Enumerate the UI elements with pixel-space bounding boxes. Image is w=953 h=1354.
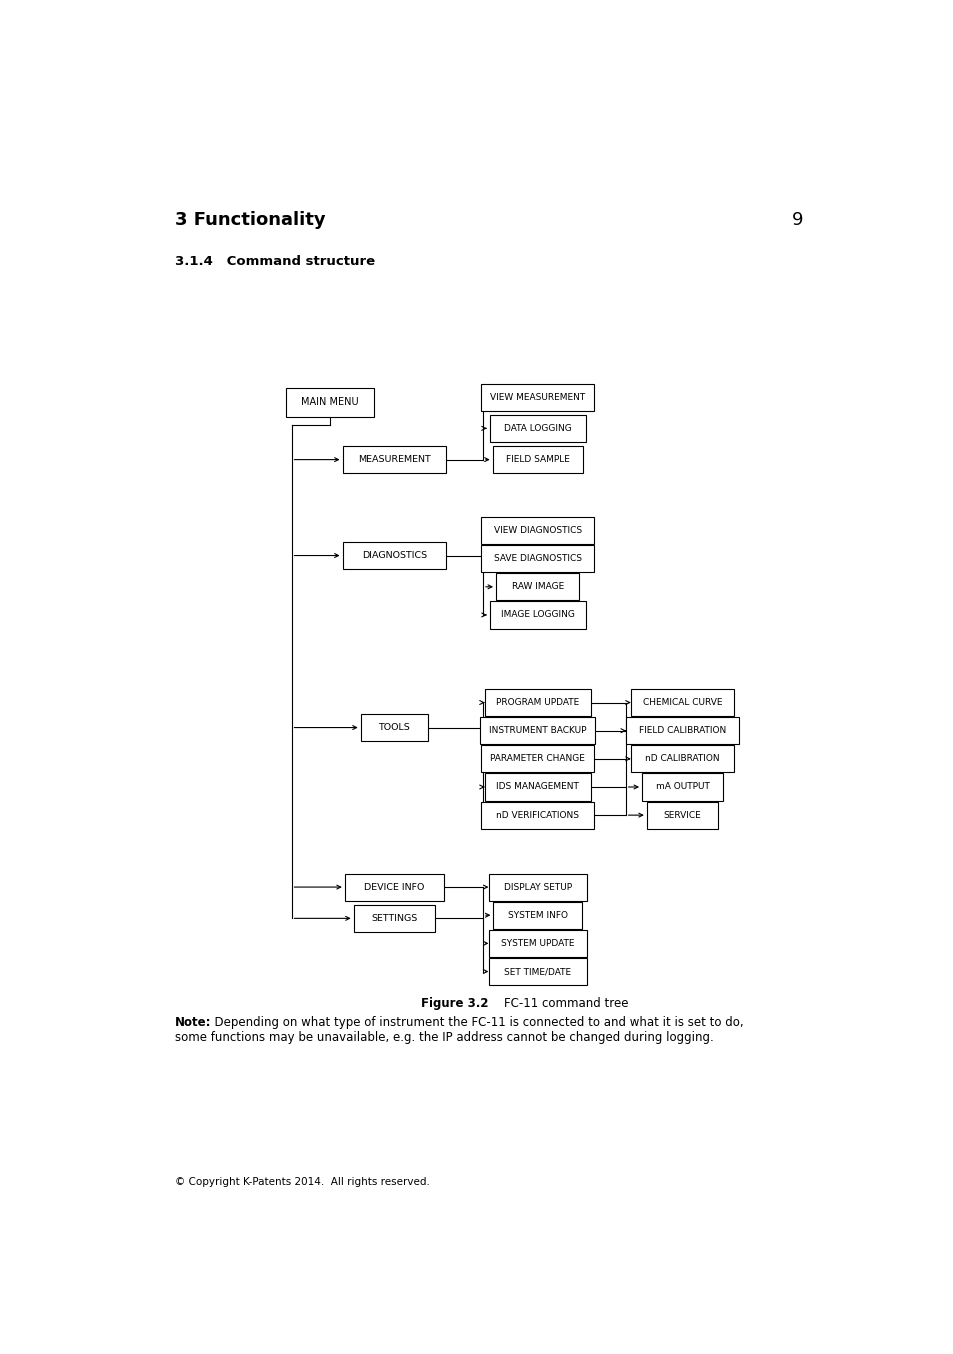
Bar <box>492 445 582 473</box>
Text: nD VERIFICATIONS: nD VERIFICATIONS <box>496 811 578 819</box>
Bar <box>625 718 739 745</box>
Text: some functions may be unavailable, e.g. the IP address cannot be changed during : some functions may be unavailable, e.g. … <box>174 1030 713 1044</box>
Bar <box>641 773 722 800</box>
Bar <box>630 689 734 716</box>
Text: nD CALIBRATION: nD CALIBRATION <box>644 754 720 764</box>
Bar <box>496 573 578 600</box>
Text: 3 Functionality: 3 Functionality <box>174 211 325 229</box>
Text: DEVICE INFO: DEVICE INFO <box>364 883 424 891</box>
Text: INSTRUMENT BACKUP: INSTRUMENT BACKUP <box>489 726 586 735</box>
Bar <box>480 802 594 829</box>
Text: Figure 3.2: Figure 3.2 <box>421 998 488 1010</box>
Text: 3.1.4   Command structure: 3.1.4 Command structure <box>174 255 375 268</box>
Bar <box>493 902 581 929</box>
Bar <box>489 601 585 628</box>
Bar <box>342 445 446 473</box>
Bar <box>342 542 446 569</box>
Bar <box>488 930 586 957</box>
Bar <box>489 414 585 441</box>
Text: mA OUTPUT: mA OUTPUT <box>655 783 709 792</box>
Text: SETTINGS: SETTINGS <box>371 914 417 923</box>
Text: IDS MANAGEMENT: IDS MANAGEMENT <box>496 783 578 792</box>
Text: IMAGE LOGGING: IMAGE LOGGING <box>500 611 574 620</box>
Text: Depending on what type of instrument the FC-11 is connected to and what it is se: Depending on what type of instrument the… <box>207 1016 743 1029</box>
Text: SET TIME/DATE: SET TIME/DATE <box>503 967 571 976</box>
Text: SAVE DIAGNOSTICS: SAVE DIAGNOSTICS <box>494 554 581 563</box>
Bar <box>484 689 590 716</box>
Text: SERVICE: SERVICE <box>663 811 700 819</box>
Text: VIEW DIAGNOSTICS: VIEW DIAGNOSTICS <box>493 525 581 535</box>
Text: CHEMICAL CURVE: CHEMICAL CURVE <box>642 699 721 707</box>
Bar <box>360 714 428 741</box>
Text: FIELD SAMPLE: FIELD SAMPLE <box>505 455 569 464</box>
Text: DATA LOGGING: DATA LOGGING <box>503 424 571 433</box>
Bar <box>480 546 594 573</box>
Bar <box>488 959 586 986</box>
Bar <box>286 387 374 417</box>
Text: FC-11 command tree: FC-11 command tree <box>488 998 628 1010</box>
Bar <box>354 904 435 932</box>
Text: Note:: Note: <box>174 1016 211 1029</box>
Bar <box>646 802 718 829</box>
Text: FIELD CALIBRATION: FIELD CALIBRATION <box>639 726 725 735</box>
Text: © Copyright K-Patents 2014.  All rights reserved.: © Copyright K-Patents 2014. All rights r… <box>174 1177 429 1187</box>
Text: DIAGNOSTICS: DIAGNOSTICS <box>361 551 426 561</box>
Text: PROGRAM UPDATE: PROGRAM UPDATE <box>496 699 578 707</box>
Text: PARAMETER CHANGE: PARAMETER CHANGE <box>490 754 584 764</box>
Bar <box>480 517 594 544</box>
Bar <box>488 873 586 900</box>
Bar <box>480 718 595 745</box>
Text: RAW IMAGE: RAW IMAGE <box>511 582 563 592</box>
Bar <box>630 745 734 772</box>
Text: TOOLS: TOOLS <box>378 723 410 733</box>
Text: VIEW MEASUREMENT: VIEW MEASUREMENT <box>490 393 585 402</box>
Bar <box>480 745 594 772</box>
Text: MEASUREMENT: MEASUREMENT <box>357 455 430 464</box>
Text: SYSTEM UPDATE: SYSTEM UPDATE <box>500 938 574 948</box>
Bar <box>344 873 443 900</box>
Bar <box>484 773 590 800</box>
Text: SYSTEM INFO: SYSTEM INFO <box>507 911 567 919</box>
Bar <box>480 383 594 410</box>
Text: 9: 9 <box>791 211 802 229</box>
Text: MAIN MENU: MAIN MENU <box>301 397 358 408</box>
Text: DISPLAY SETUP: DISPLAY SETUP <box>503 883 571 891</box>
